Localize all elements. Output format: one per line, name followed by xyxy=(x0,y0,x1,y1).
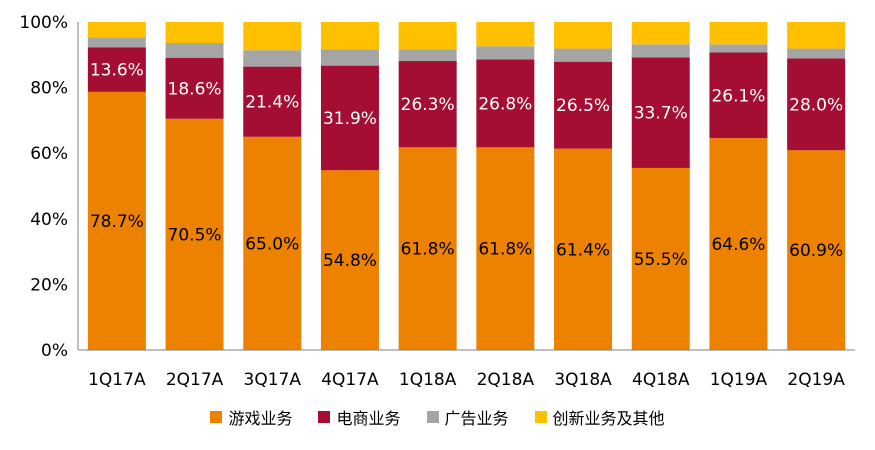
data-label: 61.8% xyxy=(478,240,532,260)
x-tick-label: 1Q19A xyxy=(710,370,768,390)
x-tick-label: 2Q17A xyxy=(166,370,224,390)
data-label: 21.4% xyxy=(245,93,299,113)
x-tick-label: 1Q18A xyxy=(399,370,457,390)
y-tick-label: 20% xyxy=(30,275,68,295)
legend-item-innovation: 创新业务及其他 xyxy=(534,405,665,429)
data-label: 55.5% xyxy=(634,250,688,270)
bar-segment xyxy=(320,22,379,50)
bar-segment xyxy=(398,147,457,350)
bar-segment xyxy=(709,52,768,139)
bar-segment xyxy=(243,136,302,350)
legend-label-ecommerce: 电商业务 xyxy=(336,409,401,428)
y-tick-label: 60% xyxy=(30,144,68,164)
data-label: 60.9% xyxy=(789,241,843,261)
bar-segment xyxy=(320,170,379,350)
data-label: 78.7% xyxy=(90,212,144,232)
bar-segment xyxy=(320,65,379,171)
bar-segment xyxy=(165,22,224,43)
bar-segment xyxy=(87,37,146,48)
x-tick-label: 3Q17A xyxy=(244,370,302,390)
data-label: 54.8% xyxy=(323,251,377,271)
data-label: 26.1% xyxy=(711,86,765,106)
legend-swatch-games xyxy=(210,411,223,423)
legend-item-ads: 广告业务 xyxy=(426,405,509,429)
data-label: 70.5% xyxy=(168,225,222,245)
x-tick-label: 4Q18A xyxy=(632,370,690,390)
legend-label-games: 游戏业务 xyxy=(228,409,293,428)
bar-segment xyxy=(787,58,846,151)
data-label: 13.6% xyxy=(90,61,144,81)
bar-segment xyxy=(554,22,613,49)
legend: 游戏业务 电商业务 广告业务 创新业务及其他 xyxy=(0,405,875,429)
data-label: 65.0% xyxy=(245,234,299,254)
bar-segment xyxy=(554,148,613,350)
data-label: 18.6% xyxy=(168,79,222,99)
bar-segment xyxy=(243,50,302,67)
data-label: 26.3% xyxy=(401,95,455,115)
data-label: 28.0% xyxy=(789,95,843,115)
bar-segment xyxy=(87,91,146,350)
y-tick-label: 0% xyxy=(41,341,68,361)
stacked-bar-chart: 0% 20% 40% 60% 80% 100% 78.7% 13.6% 1Q17A 70.5% 18… xyxy=(19,13,855,390)
bar-segment xyxy=(631,22,690,45)
data-label: 31.9% xyxy=(323,109,377,129)
bar-segment xyxy=(787,150,846,350)
data-label: 33.7% xyxy=(634,104,688,124)
legend-swatch-ecommerce xyxy=(318,411,331,423)
bar-segment xyxy=(709,138,768,350)
bar-segment xyxy=(476,147,535,350)
legend-swatch-ads xyxy=(426,411,439,423)
legend-item-games: 游戏业务 xyxy=(210,405,292,429)
bar-segment xyxy=(165,118,224,350)
data-label: 61.8% xyxy=(401,240,455,260)
x-tick-label: 2Q18A xyxy=(477,370,535,390)
x-tick-label: 2Q19A xyxy=(787,370,845,390)
bar-segment xyxy=(631,57,690,168)
bar-segment xyxy=(709,22,768,45)
bar-segment xyxy=(476,46,535,60)
legend-label-ads: 广告业务 xyxy=(444,409,509,428)
x-tick-label: 3Q18A xyxy=(554,370,612,390)
bar-segment xyxy=(398,61,457,148)
bar-segment xyxy=(398,22,457,50)
bar-segment xyxy=(87,22,146,38)
bar-segment xyxy=(243,66,302,137)
bar-segment xyxy=(709,44,768,53)
x-tick-label: 4Q17A xyxy=(321,370,379,390)
data-label: 26.8% xyxy=(478,94,532,114)
y-tick-label: 80% xyxy=(30,79,68,99)
bar-segment xyxy=(87,47,146,92)
bar-segment xyxy=(631,167,690,350)
bar-segment xyxy=(398,49,457,62)
legend-label-innovation: 创新业务及其他 xyxy=(552,409,665,428)
bar-segment xyxy=(787,48,846,59)
bar-segment xyxy=(243,22,302,51)
bar-segment xyxy=(476,59,535,148)
bar-segment xyxy=(320,49,379,66)
legend-swatch-innovation xyxy=(534,411,547,423)
y-tick-label: 40% xyxy=(30,210,68,230)
bar-segment xyxy=(476,22,535,47)
legend-item-ecommerce: 电商业务 xyxy=(318,405,401,429)
data-label: 26.5% xyxy=(556,96,610,116)
bar-segment xyxy=(787,22,846,49)
bar-segment xyxy=(554,61,613,149)
data-label: 64.6% xyxy=(711,235,765,255)
y-tick-label: 100% xyxy=(19,13,68,33)
data-label: 61.4% xyxy=(556,240,610,260)
bar-segment xyxy=(554,48,613,62)
bar-segment xyxy=(165,42,224,58)
bar-segment xyxy=(631,44,690,58)
x-tick-label: 1Q17A xyxy=(88,370,146,390)
bar-segment xyxy=(165,57,224,119)
